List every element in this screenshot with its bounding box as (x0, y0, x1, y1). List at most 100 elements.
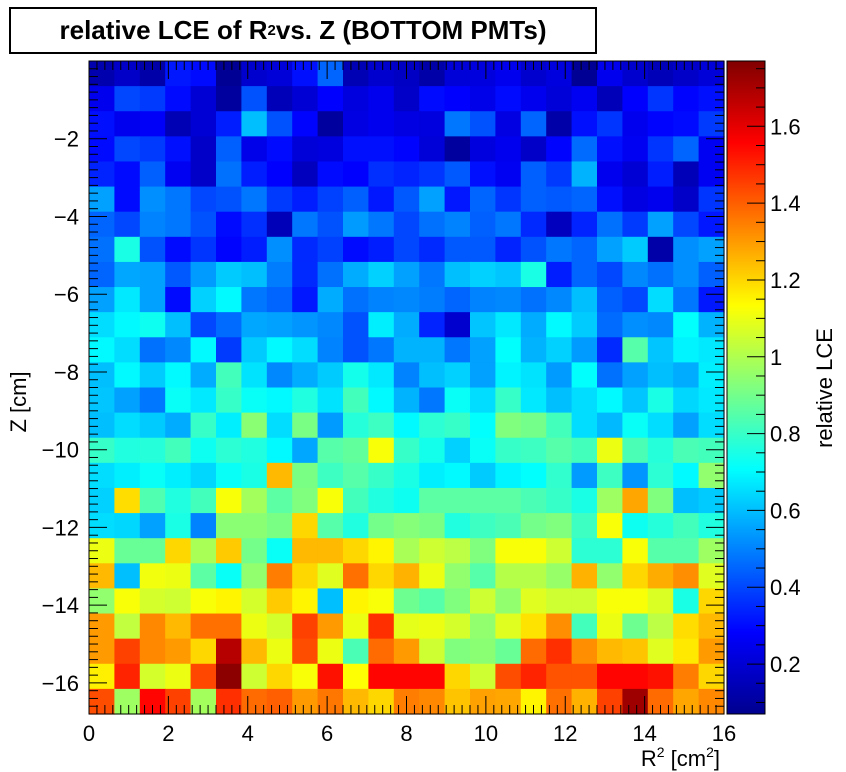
heatmap-cell (241, 563, 268, 590)
heatmap-cell (114, 613, 141, 640)
heatmap-cell (571, 588, 598, 615)
heatmap-cell (139, 86, 166, 112)
heatmap-cell (317, 563, 344, 590)
heatmap-cell (89, 613, 115, 640)
heatmap-cell (368, 287, 395, 313)
heatmap-cell (139, 211, 166, 238)
heatmap-cell (89, 261, 115, 288)
y-tick-label: −12 (42, 515, 79, 540)
heatmap-cell (343, 387, 369, 414)
heatmap-cell (292, 513, 319, 539)
heatmap-cell (165, 688, 192, 715)
heatmap-cell (216, 638, 242, 665)
heatmap-cell (470, 638, 496, 665)
y-tick-label: −8 (54, 360, 79, 385)
heatmap-cell (393, 462, 420, 489)
heatmap-cell (444, 462, 471, 489)
heatmap-cell (241, 136, 268, 163)
heatmap-cell (546, 663, 573, 690)
heatmap-cell (139, 111, 166, 137)
heatmap-cell (368, 588, 395, 615)
heatmap-cell (546, 111, 573, 137)
heatmap-cell (673, 412, 700, 439)
heatmap-cell (292, 211, 319, 238)
heatmap-cell (444, 211, 471, 238)
heatmap-cell (673, 236, 700, 263)
heatmap-cell (216, 337, 242, 363)
heatmap-cell (241, 487, 268, 514)
heatmap-cell (190, 261, 217, 288)
heatmap-cell (571, 287, 598, 313)
y-tick-label: −10 (42, 438, 79, 463)
heatmap-cell (444, 61, 471, 87)
heatmap-cell (546, 261, 573, 288)
heatmap-cell (343, 211, 369, 238)
heatmap-cell (495, 287, 522, 313)
heatmap-cell (419, 261, 446, 288)
heatmap-cell (419, 337, 446, 363)
heatmap-cell (114, 236, 141, 263)
y-tick-label: −16 (42, 671, 79, 696)
heatmap-cell (292, 387, 319, 414)
heatmap-cell (622, 462, 649, 489)
heatmap-cell (597, 437, 623, 464)
heatmap-cell (546, 161, 573, 188)
heatmap-cell (444, 588, 471, 615)
heatmap-cell (139, 487, 166, 514)
heatmap-cell (241, 211, 268, 238)
heatmap-cell (241, 437, 268, 464)
heatmap-cell (368, 236, 395, 263)
heatmap-cell (597, 638, 623, 665)
heatmap-cell (698, 688, 725, 715)
heatmap-cell (393, 312, 420, 338)
heatmap-cell (673, 186, 700, 213)
heatmap-cell (698, 513, 725, 539)
heatmap-cell (139, 563, 166, 590)
heatmap-cell (495, 538, 522, 564)
heatmap-cell (165, 437, 192, 464)
heatmap-cell (419, 211, 446, 238)
heatmap-cell (393, 663, 420, 690)
heatmap-cell (114, 588, 141, 615)
heatmap-cell (343, 513, 369, 539)
heatmap-cell (165, 563, 192, 590)
heatmap-cell (343, 688, 369, 715)
heatmap-cell (292, 688, 319, 715)
heatmap-cell (241, 111, 268, 137)
heatmap-cell (444, 186, 471, 213)
heatmap-cell (495, 688, 522, 715)
heatmap-cell (470, 563, 496, 590)
heatmap-cell (343, 312, 369, 338)
heatmap-cell (647, 337, 674, 363)
heatmap-cell (241, 538, 268, 564)
heatmap-cell (546, 538, 573, 564)
heatmap-cell (139, 161, 166, 188)
heatmap-cell (139, 186, 166, 213)
heatmap-cell (114, 412, 141, 439)
heatmap-cell (114, 161, 141, 188)
heatmap-cell (343, 487, 369, 514)
heatmap-cell (597, 61, 623, 87)
heatmap-cell (165, 487, 192, 514)
heatmap-cell (393, 136, 420, 163)
heatmap-cell (647, 663, 674, 690)
heatmap-cell (673, 538, 700, 564)
heatmap-cell (470, 387, 496, 414)
heatmap-cell (241, 613, 268, 640)
heatmap-cell (241, 387, 268, 414)
heatmap-cell (597, 688, 623, 715)
heatmap-cell (673, 387, 700, 414)
heatmap-cell (317, 638, 344, 665)
x-axis-label: R2 [cm2] (641, 744, 720, 771)
heatmap-cell (292, 437, 319, 464)
heatmap-cell (647, 412, 674, 439)
heatmap-cell (419, 538, 446, 564)
heatmap-cell (139, 236, 166, 263)
heatmap-cell (317, 588, 344, 615)
heatmap-cell (368, 638, 395, 665)
heatmap-cell (343, 287, 369, 313)
heatmap-cell (292, 136, 319, 163)
heatmap-cell (190, 186, 217, 213)
heatmap-cell (622, 287, 649, 313)
heatmap-cell (266, 161, 293, 188)
